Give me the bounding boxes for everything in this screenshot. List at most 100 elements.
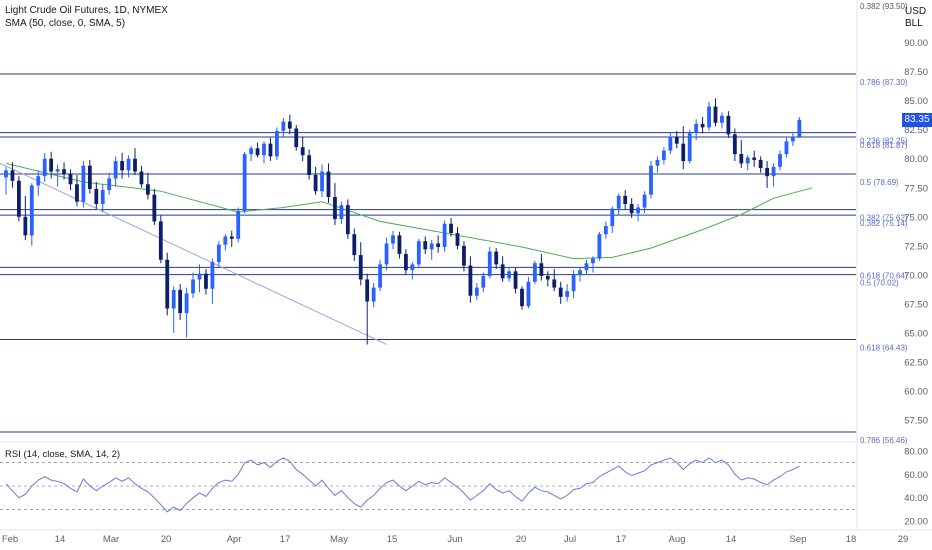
candle-body [565,291,570,297]
candle-body [655,159,660,166]
rsi-tick-1: 60.00 [904,470,928,481]
candle-91 [591,256,595,273]
candle-body [668,136,673,151]
candle-41 [268,137,273,162]
candle-116 [752,150,757,167]
price-tick-3: 82.50 [904,125,928,136]
candle-25 [165,252,170,316]
currency-unit[interactable]: USD BLL [905,6,926,30]
candle-24 [158,215,163,264]
sma50-line [5,162,813,260]
candle-52 [339,201,344,224]
candle-body [345,205,350,235]
time-tick-11: 17 [616,534,627,545]
time-tick-13: 14 [726,534,737,545]
candle-body [139,171,144,185]
candle-body [68,173,73,185]
fib-label-6: 0.382 (75.14) [860,219,908,228]
candle-body [752,157,757,160]
candle-3 [23,195,28,240]
price-tick-2: 85.00 [904,96,928,107]
rsi-tick-2: 40.00 [904,493,928,504]
candle-body [694,123,699,134]
last-price-tag: 83.35 [902,113,932,127]
candle-body [268,143,273,157]
candle-body [720,115,724,123]
price-tick-12: 60.00 [904,386,928,397]
candle-107 [694,119,699,141]
candle-21 [139,165,144,188]
fib-label-10: 0.786 (56.46) [860,436,908,445]
candle-body [578,270,582,275]
time-tick-6: May [330,534,348,545]
candle-body [307,155,312,175]
candle-body [236,210,241,239]
candle-body [300,147,305,156]
candle-body [133,158,137,172]
candle-body [249,148,253,155]
candle-body [36,176,41,186]
candle-109 [707,101,711,131]
symbol-title: Light Crude Oil Futures, 1D, NYMEX [5,5,168,16]
candle-body [229,236,234,239]
candle-88 [571,270,576,299]
candle-body [287,121,292,129]
candle-body [120,161,124,171]
time-tick-15: 18 [846,534,857,545]
fib-label-7: 0.618 (70.64) [860,271,908,280]
candle-121 [784,136,789,158]
candle-11 [75,174,79,207]
candle-body [333,197,337,220]
candle-38 [249,145,253,162]
candle-body [545,275,550,280]
candle-body [94,188,99,205]
sma-indicator-label: SMA (50, close, 0, SMA, 5) [5,18,126,29]
candle-86 [558,281,563,304]
price-tick-6: 75.00 [904,212,928,223]
candle-94 [610,206,615,234]
candle-71 [462,241,466,272]
candle-62 [404,249,408,275]
candle-4 [29,183,34,246]
candle-67 [436,235,441,253]
candle-31 [204,269,208,295]
candle-54 [352,228,357,261]
candle-51 [333,183,337,225]
candle-body [100,190,105,205]
candle-body [597,234,602,259]
candle-body [339,205,344,220]
candle-body [713,106,718,123]
candle-body [571,274,576,292]
fib-label-2: 0.236 (82.25) [860,137,908,146]
candle-body [500,264,505,279]
time-tick-1: 14 [55,534,66,545]
candle-body [732,134,737,155]
candle-29 [191,272,195,299]
rsi-panel: 80.00 60.00 40.00 20.00 [0,441,928,528]
candle-104 [674,130,679,149]
candle-92 [597,231,602,261]
candle-body [294,128,299,148]
candle-111 [720,112,724,129]
rsi-tick-3: 20.00 [904,517,928,528]
candle-body [558,287,563,297]
candle-body [494,251,499,265]
candle-50 [326,163,331,203]
candle-body [216,244,221,263]
candle-30 [197,264,202,293]
candle-18 [120,152,124,179]
candle-81 [526,277,531,309]
candle-body [513,271,518,289]
candle-body [126,158,131,171]
price-tick-0: 90.00 [904,38,928,49]
candle-78 [507,267,511,282]
candle-37 [242,151,247,214]
rsi-indicator-label: RSI (14, close, SMA, 14, 2) [5,449,121,460]
candle-84 [545,271,550,287]
candle-body [384,243,389,265]
candle-44 [287,114,292,135]
candle-14 [94,181,99,209]
candle-body [552,279,557,288]
candle-body [603,226,608,235]
